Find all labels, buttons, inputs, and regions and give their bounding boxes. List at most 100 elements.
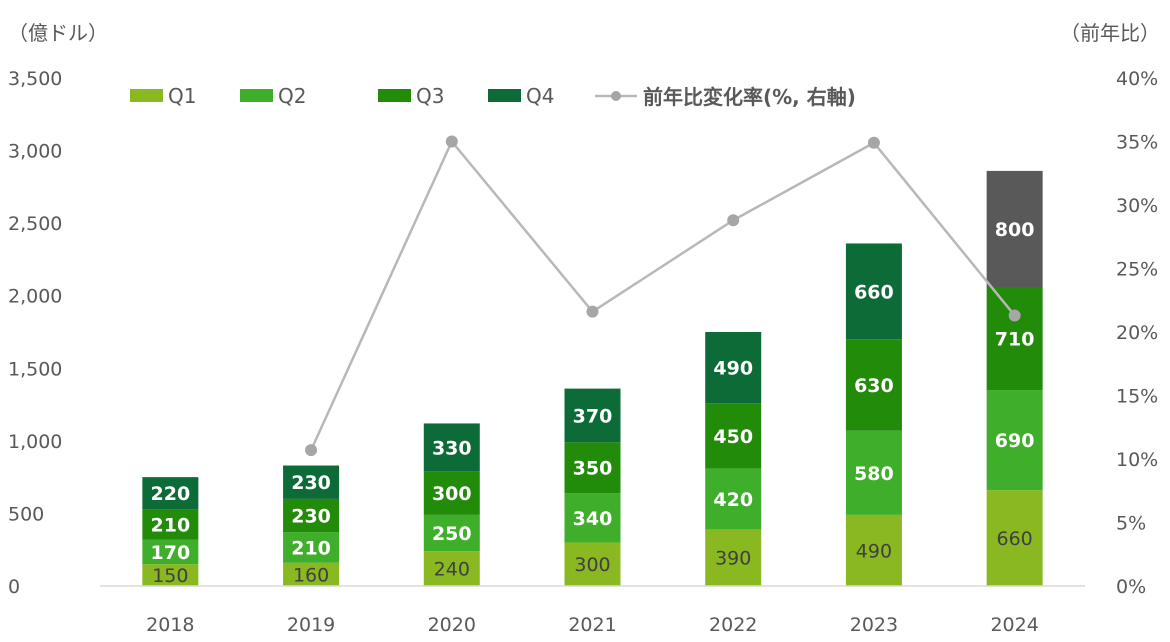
bar-segment-q4 — [142, 477, 199, 510]
data-label: 340 — [573, 508, 613, 530]
bar-segment-q4 — [705, 332, 762, 404]
y2-tick-label: 0% — [1116, 576, 1146, 598]
data-label: 230 — [291, 506, 331, 528]
data-label: 240 — [434, 559, 470, 581]
y2-tick-label: 40% — [1116, 68, 1158, 90]
bar-segment-q1 — [986, 490, 1043, 586]
y-tick-label: 500 — [8, 503, 44, 525]
data-label: 660 — [854, 281, 894, 303]
bar-segment-q3 — [142, 509, 199, 540]
y2-tick-label: 15% — [1116, 386, 1158, 408]
data-label: 220 — [151, 483, 191, 505]
bar-segment-q4 — [845, 243, 902, 340]
y-tick-label: 3,500 — [8, 68, 62, 90]
bar-segment-q2 — [283, 532, 340, 563]
growth-rate-point — [305, 444, 318, 457]
legend-label: Q2 — [278, 84, 306, 108]
legend-label: 前年比変化率(%, 右軸) — [643, 85, 856, 109]
y-tick-label: 3,000 — [8, 141, 62, 163]
y-tick-label: 2,500 — [8, 213, 62, 235]
bar-segment-q3 — [564, 442, 621, 494]
data-label: 300 — [574, 554, 610, 576]
bar-segment-q1 — [564, 542, 621, 586]
bar-segment-q4 — [564, 388, 621, 443]
bar-segment-q4 — [283, 465, 340, 499]
data-label: 710 — [995, 329, 1035, 351]
bar-segment-q3 — [986, 287, 1043, 391]
bar-segment-q1 — [423, 551, 480, 586]
y2-tick-label: 20% — [1116, 322, 1158, 344]
bar-segment-q3 — [705, 403, 762, 469]
bar-segment-q1 — [705, 529, 762, 586]
data-label: 150 — [152, 565, 188, 587]
data-label: 420 — [713, 489, 753, 511]
legend-swatch-q3 — [378, 89, 411, 102]
y2-tick-label: 5% — [1116, 513, 1146, 535]
data-label: 170 — [151, 542, 191, 564]
legend-swatch-q4 — [488, 89, 521, 102]
legend-swatch-q2 — [240, 89, 273, 102]
bar-segment-q3 — [283, 498, 340, 533]
growth-rate-point — [1008, 309, 1021, 322]
x-tick-label: 2019 — [287, 614, 335, 636]
right-axis-label: （前年比） — [1060, 21, 1160, 45]
data-label: 390 — [715, 548, 751, 570]
legend-label: Q3 — [416, 84, 444, 108]
data-label: 450 — [713, 426, 753, 448]
data-label: 690 — [995, 430, 1035, 452]
x-tick-label: 2022 — [709, 614, 757, 636]
bar-segment-q2 — [705, 468, 762, 530]
y2-tick-label: 25% — [1116, 259, 1158, 281]
bar-segment-q3 — [845, 339, 902, 431]
x-tick-label: 2018 — [146, 614, 194, 636]
data-label: 660 — [997, 528, 1033, 550]
data-label: 490 — [856, 540, 892, 562]
growth-rate-line — [309, 139, 1016, 451]
bar-segment-q1 — [283, 562, 340, 586]
growth-rate-point — [727, 214, 740, 227]
data-label: 800 — [995, 219, 1035, 241]
y2-tick-label: 35% — [1116, 132, 1158, 154]
bar-segment-q2 — [423, 514, 480, 552]
legend-label: Q4 — [526, 84, 554, 108]
y-tick-label: 1,500 — [8, 358, 62, 380]
data-label: 300 — [432, 483, 472, 505]
growth-rate-point — [586, 305, 599, 318]
data-label: 490 — [713, 358, 753, 380]
y2-tick-label: 10% — [1116, 449, 1158, 471]
left-axis-label: （億ドル） — [8, 21, 108, 45]
data-label: 210 — [151, 514, 191, 536]
legend-label: Q1 — [168, 84, 196, 108]
data-label: 350 — [573, 458, 613, 480]
bar-segment-q1 — [845, 514, 902, 586]
x-tick-label: 2021 — [568, 614, 616, 636]
bar-segment-q3 — [423, 471, 480, 515]
y2-tick-label: 30% — [1116, 195, 1158, 217]
y-tick-label: 0 — [8, 576, 20, 598]
bar-segment-q2 — [564, 493, 621, 543]
legend-swatch-q1 — [130, 89, 163, 102]
data-label: 630 — [854, 375, 894, 397]
bar-segment-q2 — [142, 539, 199, 565]
data-label: 330 — [432, 437, 472, 459]
bar-segment-q2 — [845, 430, 902, 515]
y-tick-label: 1,000 — [8, 431, 62, 453]
data-label: 210 — [291, 538, 331, 560]
data-label: 230 — [291, 472, 331, 494]
data-label: 370 — [573, 405, 613, 427]
legend-line-marker — [611, 91, 621, 101]
y-tick-label: 2,000 — [8, 286, 62, 308]
data-label: 580 — [854, 463, 894, 485]
bar-segment-q4 — [423, 423, 480, 472]
bar-segment-q4 — [986, 170, 1043, 288]
data-label: 250 — [432, 523, 472, 545]
x-tick-label: 2023 — [850, 614, 898, 636]
bar-segment-q2 — [986, 390, 1043, 491]
bar-segment-q1 — [142, 564, 199, 586]
x-tick-label: 2020 — [428, 614, 476, 636]
data-label: 160 — [293, 564, 329, 586]
growth-rate-point — [867, 136, 880, 149]
growth-rate-point — [445, 135, 458, 148]
x-tick-label: 2024 — [990, 614, 1038, 636]
